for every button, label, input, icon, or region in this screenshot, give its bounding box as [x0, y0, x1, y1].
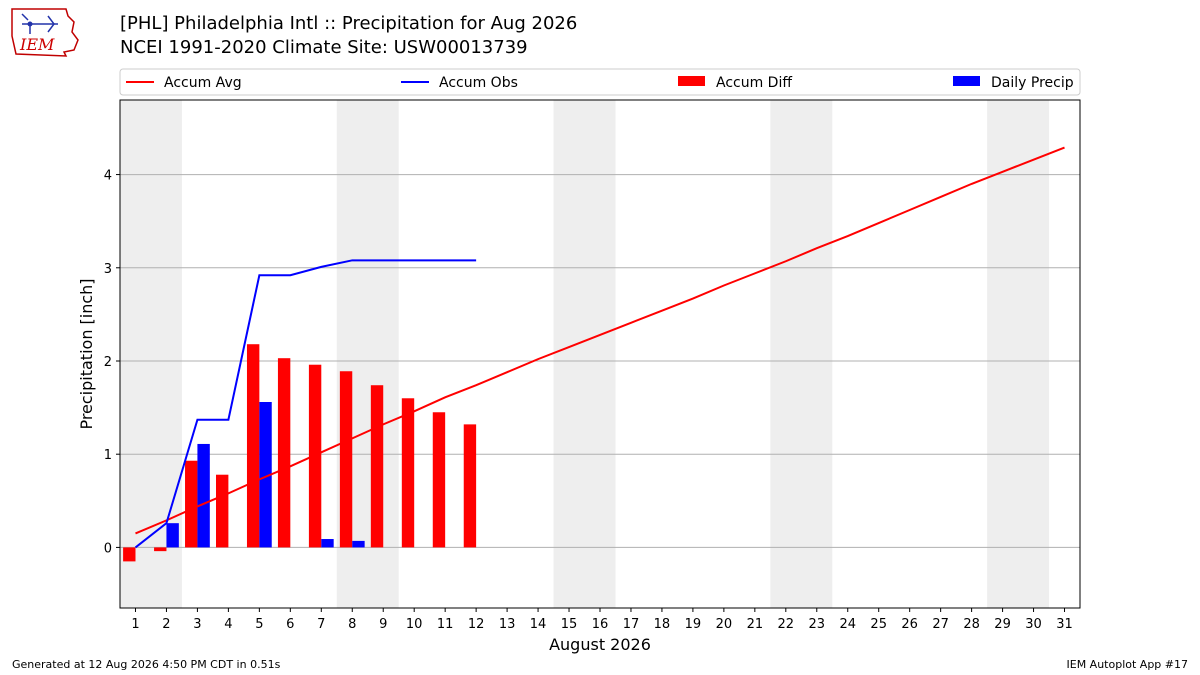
x-tick-label: 23: [809, 617, 826, 632]
legend-accum-diff-label: Accum Diff: [716, 75, 792, 91]
y-tick-label: 0: [104, 541, 112, 556]
daily-precip-bar: [166, 523, 179, 548]
chart-title: [PHL] Philadelphia Intl :: Precipitation…: [120, 13, 578, 34]
y-tick-label: 3: [104, 262, 112, 277]
accum-diff-bar: [216, 474, 229, 548]
svg-text:IEM: IEM: [19, 35, 55, 54]
x-tick-label: 12: [468, 617, 485, 632]
legend-accum-diff-swatch: [678, 76, 705, 86]
x-tick-label: 3: [193, 617, 201, 632]
y-axis-label: Precipitation [inch]: [77, 278, 96, 429]
x-tick-label: 13: [499, 617, 516, 632]
accum-diff-bar: [123, 547, 136, 562]
generated-footer: Generated at 12 Aug 2026 4:50 PM CDT in …: [12, 658, 281, 671]
x-tick-label: 10: [406, 617, 423, 632]
accum-diff-bar: [154, 547, 167, 552]
daily-precip-bar: [352, 540, 365, 548]
x-tick-label: 31: [1056, 617, 1073, 632]
accum-avg-line: [135, 146, 1065, 535]
legend-box: [119, 68, 1081, 96]
accum-obs-line: [134, 259, 477, 549]
legend-daily-precip-swatch: [953, 76, 980, 86]
y-tick-label: 4: [104, 169, 112, 184]
daily-precip-bar: [321, 539, 334, 548]
x-tick-label: 6: [286, 617, 294, 632]
accum-diff-bar: [463, 424, 477, 548]
x-tick-label: 28: [963, 617, 980, 632]
accum-diff-bar: [370, 385, 384, 548]
x-tick-label: 1: [131, 617, 139, 632]
x-tick-label: 25: [870, 617, 887, 632]
x-tick-label: 21: [747, 617, 764, 632]
chart-subtitle: NCEI 1991-2020 Climate Site: USW00013739: [120, 37, 528, 58]
weekend-shade: [987, 100, 1050, 608]
y-tick-label: 1: [104, 448, 112, 463]
x-tick-label: 26: [901, 617, 918, 632]
x-tick-label: 4: [224, 617, 232, 632]
accum-diff-bar: [246, 344, 260, 548]
x-tick-label: 30: [1025, 617, 1042, 632]
app-footer: IEM Autoplot App #17: [1066, 658, 1189, 671]
x-tick-label: 20: [716, 617, 733, 632]
accum-diff-bar: [401, 398, 415, 548]
x-tick-label: 29: [994, 617, 1011, 632]
x-tick-label: 16: [592, 617, 609, 632]
x-tick-label: 27: [932, 617, 949, 632]
accum-diff-bar: [277, 358, 291, 548]
legend-daily-precip-label: Daily Precip: [991, 75, 1074, 91]
x-tick-label: 5: [255, 617, 263, 632]
x-tick-label: 14: [530, 617, 547, 632]
x-tick-label: 18: [654, 617, 671, 632]
x-axis-label: August 2026: [549, 635, 651, 654]
x-tick-label: 2: [162, 617, 170, 632]
y-tick-label: 2: [104, 355, 112, 370]
x-tick-label: 15: [561, 617, 578, 632]
iem-logo: IEM: [11, 8, 79, 57]
weekend-shade: [553, 100, 616, 608]
plot-frame: [119, 99, 1081, 609]
daily-precip-bar: [259, 402, 272, 548]
x-tick-label: 24: [839, 617, 856, 632]
legend-accum-avg-label: Accum Avg: [164, 75, 242, 91]
accum-diff-bar: [432, 412, 446, 548]
x-tick-label: 9: [379, 617, 387, 632]
x-tick-label: 7: [317, 617, 325, 632]
daily-precip-bar: [197, 443, 210, 548]
accum-diff-bar: [339, 371, 353, 548]
x-tick-label: 22: [778, 617, 795, 632]
x-tick-label: 11: [437, 617, 454, 632]
x-tick-label: 17: [623, 617, 640, 632]
x-tick-label: 19: [685, 617, 702, 632]
legend: Accum Avg Accum Obs Accum Diff Daily Precip: [119, 68, 1081, 96]
accum-diff-bar: [185, 460, 198, 548]
x-tick-label: 8: [348, 617, 356, 632]
weekend-shade: [770, 100, 833, 608]
legend-accum-obs-label: Accum Obs: [439, 75, 518, 91]
